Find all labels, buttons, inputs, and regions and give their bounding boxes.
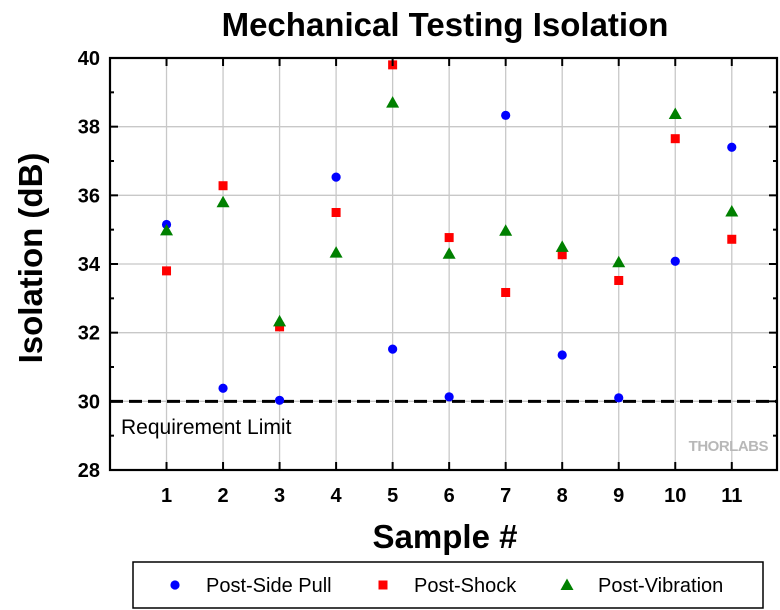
point-post-vibration	[386, 96, 400, 108]
point-post-shock	[727, 234, 737, 244]
point-post-vibration	[216, 195, 230, 208]
watermark-logo: THORLABS	[689, 438, 769, 455]
point-post-side-pull	[274, 395, 285, 405]
point-post-shock	[218, 181, 228, 191]
x-tick-label: 6	[444, 485, 455, 507]
y-tick-label: 28	[78, 460, 100, 482]
reference-line-label: Requirement Limit	[121, 416, 292, 439]
x-tick-label: 3	[274, 485, 285, 507]
x-axis-title: Sample #	[373, 518, 518, 555]
point-post-shock	[614, 275, 624, 285]
point-post-shock	[670, 134, 680, 144]
chart-title: Mechanical Testing Isolation	[222, 6, 669, 43]
x-tick-label: 9	[613, 485, 624, 507]
point-post-shock	[557, 250, 567, 260]
point-post-side-pull	[727, 142, 737, 152]
point-post-vibration	[499, 224, 513, 236]
point-post-vibration	[273, 314, 287, 327]
legend-label: Post-Side Pull	[206, 575, 332, 597]
legend-marker	[170, 580, 180, 590]
point-post-vibration	[555, 240, 569, 252]
x-tick-label: 7	[500, 485, 511, 507]
point-post-vibration	[329, 246, 343, 258]
point-post-side-pull	[670, 256, 680, 266]
x-tick-label: 2	[217, 485, 228, 507]
point-post-shock	[501, 287, 511, 297]
legend: Post-Side Pull Post-Shock Post-Vibration	[170, 575, 723, 597]
point-post-vibration	[725, 204, 739, 217]
x-tick-label: 10	[664, 485, 686, 507]
y-tick-label: 32	[78, 323, 100, 345]
point-post-side-pull	[388, 344, 398, 354]
y-tick-label: 30	[78, 391, 100, 413]
point-post-side-pull	[444, 392, 454, 402]
point-post-shock	[162, 266, 172, 276]
legend-box	[132, 561, 764, 609]
x-tick-label: 5	[387, 485, 398, 507]
y-tick-label: 36	[78, 185, 100, 207]
y-tick-label: 34	[78, 254, 101, 276]
point-post-shock	[275, 322, 285, 332]
point-post-vibration	[160, 223, 174, 236]
point-post-shock	[444, 233, 454, 243]
point-post-side-pull	[614, 393, 624, 403]
point-post-side-pull	[218, 383, 228, 393]
x-tick-label: 11	[721, 485, 742, 507]
point-post-vibration	[668, 107, 682, 119]
legend-label: Post-Shock	[414, 575, 517, 597]
legend-label: Post-Vibration	[598, 575, 723, 597]
point-post-vibration	[442, 247, 456, 259]
point-post-vibration	[612, 255, 626, 268]
point-post-shock	[331, 208, 341, 217]
point-post-side-pull	[501, 110, 511, 120]
x-tick-label: 1	[161, 485, 172, 507]
grid-lines	[110, 58, 777, 470]
point-post-side-pull	[557, 350, 567, 360]
y-tick-label: 38	[78, 117, 100, 139]
y-axis-title: Isolation (dB)	[12, 153, 49, 364]
point-post-side-pull	[331, 172, 341, 182]
y-tick-label: 40	[78, 48, 100, 70]
x-tick-label: 8	[557, 485, 568, 507]
x-tick-label: 4	[331, 485, 343, 507]
legend-marker	[378, 580, 388, 590]
legend-marker	[560, 578, 574, 590]
